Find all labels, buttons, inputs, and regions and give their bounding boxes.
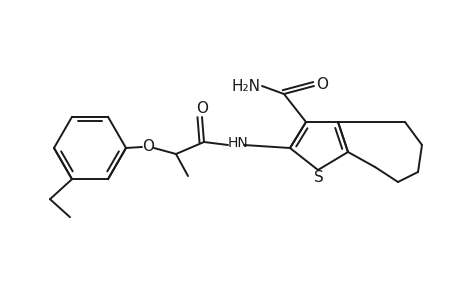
Text: O: O (315, 76, 327, 92)
Text: H₂N: H₂N (231, 79, 260, 94)
Text: O: O (142, 139, 154, 154)
Text: S: S (313, 169, 323, 184)
Text: O: O (196, 100, 207, 116)
Text: HN: HN (227, 136, 248, 150)
